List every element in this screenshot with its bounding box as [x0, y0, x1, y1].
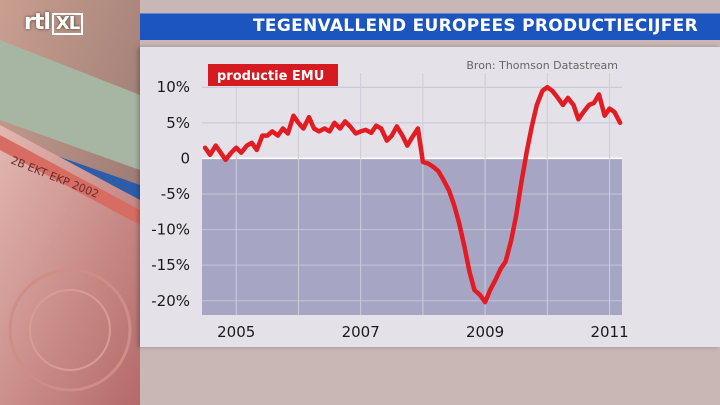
x-tick-label: 2005	[217, 323, 255, 341]
y-tick-label: -10%	[151, 221, 190, 239]
logo-brand: rtl	[24, 10, 51, 35]
legend-label: productie EMU	[217, 69, 324, 84]
title-banner: TEGENVALLEND EUROPEES PRODUCTIECIJFER	[140, 13, 720, 40]
line-chart: 10% 5% 0 -5% -10% -15% -20% 2005 2007 2009 2011 p…	[151, 59, 629, 341]
chart-grid	[202, 73, 622, 315]
y-tick-label: -15%	[151, 256, 190, 274]
y-tick-label: -20%	[151, 292, 190, 310]
negative-region-shade	[202, 158, 622, 315]
y-tick-label: 0	[180, 149, 190, 167]
series-line-productie-emu	[202, 84, 623, 305]
source-label: Bron: Thomson Datastream	[466, 59, 618, 72]
x-tick-label: 2007	[342, 323, 380, 341]
rtl-xl-logo: rtl XL	[24, 10, 84, 35]
legend-box	[208, 64, 338, 86]
y-tick-label: 5%	[166, 114, 190, 132]
euro-banknote-background: 2B EKT EKP 2002	[0, 0, 140, 405]
x-axis-ticks: 2005 2007 2009 2011	[217, 323, 629, 341]
y-tick-label: 10%	[157, 78, 190, 96]
y-tick-label: -5%	[161, 185, 190, 203]
logo-suffix: XL	[51, 13, 84, 35]
chart-legend: productie EMU	[208, 64, 338, 86]
x-tick-label: 2011	[590, 323, 628, 341]
page-title: TEGENVALLEND EUROPEES PRODUCTIECIJFER	[253, 16, 698, 36]
x-tick-label: 2009	[466, 323, 504, 341]
y-axis-ticks: 10% 5% 0 -5% -10% -15% -20%	[151, 78, 190, 310]
